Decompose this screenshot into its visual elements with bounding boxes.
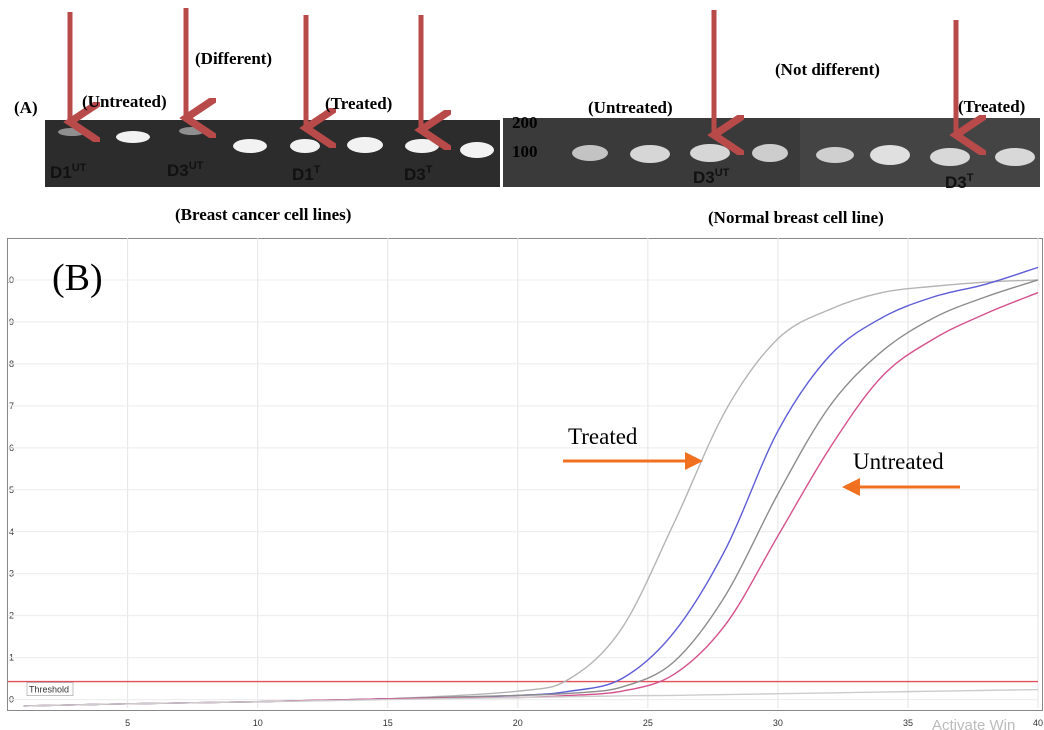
panel-label: (B) bbox=[52, 257, 103, 299]
plot-frame bbox=[8, 239, 1043, 711]
ladder-label: 200 bbox=[512, 113, 538, 132]
annotation: (Different) bbox=[195, 49, 272, 68]
panel-label: (A) bbox=[14, 98, 38, 117]
x-tick-label: 10 bbox=[253, 718, 263, 728]
annotation: (Not different) bbox=[775, 60, 880, 79]
caption: (Normal breast cell line) bbox=[708, 208, 884, 227]
panel-a: (A) (Untreated) (Different) (Treated) (U… bbox=[14, 8, 1040, 227]
x-tick-label: 40 bbox=[1033, 718, 1043, 728]
ladder-label: 100 bbox=[512, 142, 538, 161]
annotation: (Treated) bbox=[325, 94, 392, 113]
gel bbox=[45, 120, 500, 187]
x-tick-label: 25 bbox=[643, 718, 653, 728]
figure: (A) (Untreated) (Different) (Treated) (U… bbox=[0, 0, 1044, 730]
annotation: Untreated bbox=[853, 449, 944, 474]
lane-label: D3T bbox=[945, 172, 974, 192]
annotation: Treated bbox=[568, 424, 638, 449]
annotation: (Untreated) bbox=[588, 98, 673, 117]
threshold-label: Threshold bbox=[29, 685, 69, 695]
annotation: (Treated) bbox=[958, 97, 1025, 116]
x-tick-label: 30 bbox=[773, 718, 783, 728]
x-tick-label: 20 bbox=[513, 718, 523, 728]
annotation: (Untreated) bbox=[82, 92, 167, 111]
x-tick-label: 35 bbox=[903, 718, 913, 728]
watermark: Activate Win bbox=[932, 717, 1015, 730]
caption: (Breast cancer cell lines) bbox=[175, 205, 351, 224]
x-tick-label: 5 bbox=[125, 718, 130, 728]
x-tick-label: 15 bbox=[383, 718, 393, 728]
